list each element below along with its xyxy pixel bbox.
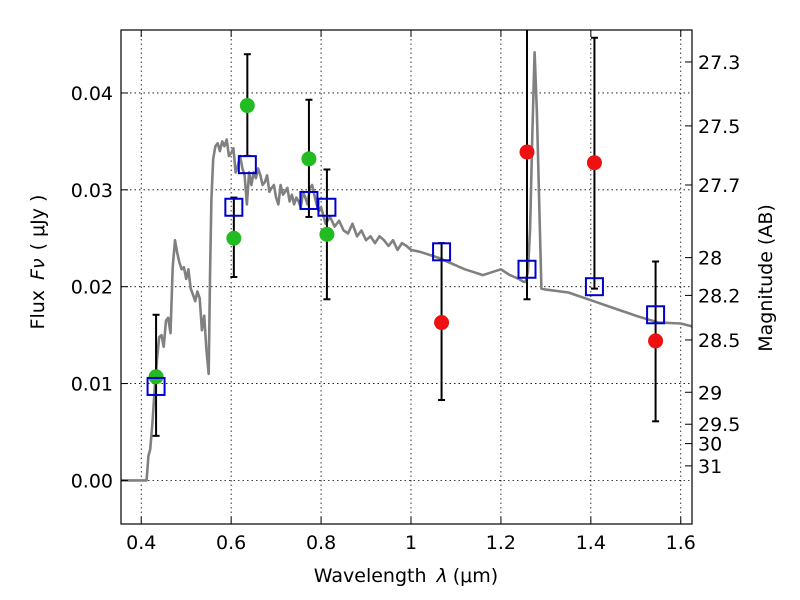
- model-photometry-square: [517, 259, 537, 279]
- y-tick-label: 0.02: [71, 277, 113, 299]
- errorbar-layer: [152, 30, 660, 437]
- data-points-layer: [146, 98, 666, 396]
- y-tick-label: 0.01: [71, 374, 113, 396]
- y2-tick-label: 29.5: [698, 414, 740, 436]
- sed-model-layer: [121, 50, 693, 482]
- upper-limit-point: [586, 155, 602, 171]
- y2-tick-label: 27.3: [698, 52, 740, 74]
- y-tick-label: 0.04: [71, 83, 113, 105]
- model-photometry-square: [584, 277, 604, 297]
- grid-lines: [121, 30, 692, 524]
- y-tick-label: 0.03: [71, 180, 113, 202]
- x-axis-label: Wavelength λ (μm): [314, 565, 498, 587]
- detection-point: [239, 98, 255, 114]
- x-tick-label: 0.4: [126, 532, 156, 554]
- upper-limit-point: [519, 144, 535, 160]
- upper-limit-point: [434, 315, 450, 331]
- upper-limit-point: [648, 333, 664, 349]
- y2-tick-label: 27.7: [698, 175, 740, 197]
- x-tick-label: 1: [405, 532, 417, 554]
- model-photometry-square: [317, 197, 337, 217]
- plot-frame: [120, 29, 693, 525]
- detection-point: [301, 151, 317, 167]
- model-photometry-square: [224, 197, 244, 217]
- sed-model-line: [121, 50, 693, 482]
- y-axis-label: Flux Fν ( μJy ): [27, 195, 49, 330]
- x-tick-label: 1.6: [666, 532, 696, 554]
- y2-tick-label: 30: [698, 434, 722, 456]
- model-photometry-square: [432, 242, 452, 262]
- model-photometry-square: [237, 155, 257, 175]
- y-axis-label-unit: ( μJy ): [27, 195, 49, 251]
- y2-tick-label: 28.2: [698, 285, 740, 307]
- y2-tick-label: 31: [698, 456, 722, 478]
- y-axis-label-symbol: Fν: [27, 258, 49, 280]
- y-axis-label-main: Flux: [27, 290, 49, 330]
- x-axis-label-symbol: λ: [436, 565, 448, 587]
- x-axis-label-unit: (μm): [453, 565, 498, 587]
- y2-tick-label: 29: [698, 382, 722, 404]
- y-tick-label: 0.00: [71, 470, 113, 492]
- y2-tick-label: 28.5: [698, 330, 740, 352]
- x-tick-label: 0.6: [216, 532, 246, 554]
- tick-marks: [121, 30, 692, 524]
- x-tick-label: 1.2: [486, 532, 516, 554]
- detection-point: [319, 226, 335, 242]
- model-photometry-square: [646, 305, 666, 325]
- tick-labels: 0.4 0.6 0.8 1 1.2 1.4 1.6 0.00 0.01 0.02 0.03 0.04 2…: [71, 52, 741, 554]
- x-tick-label: 1.4: [576, 532, 606, 554]
- detection-point: [226, 230, 242, 246]
- model-photometry-square: [146, 376, 166, 396]
- y2-tick-label: 28: [698, 248, 722, 270]
- y2-tick-label: 27.5: [698, 116, 740, 138]
- y2-axis-label: Magnitude (AB): [755, 204, 777, 352]
- x-tick-label: 0.8: [306, 532, 336, 554]
- detection-point: [148, 369, 164, 385]
- x-axis-label-main: Wavelength: [314, 565, 427, 587]
